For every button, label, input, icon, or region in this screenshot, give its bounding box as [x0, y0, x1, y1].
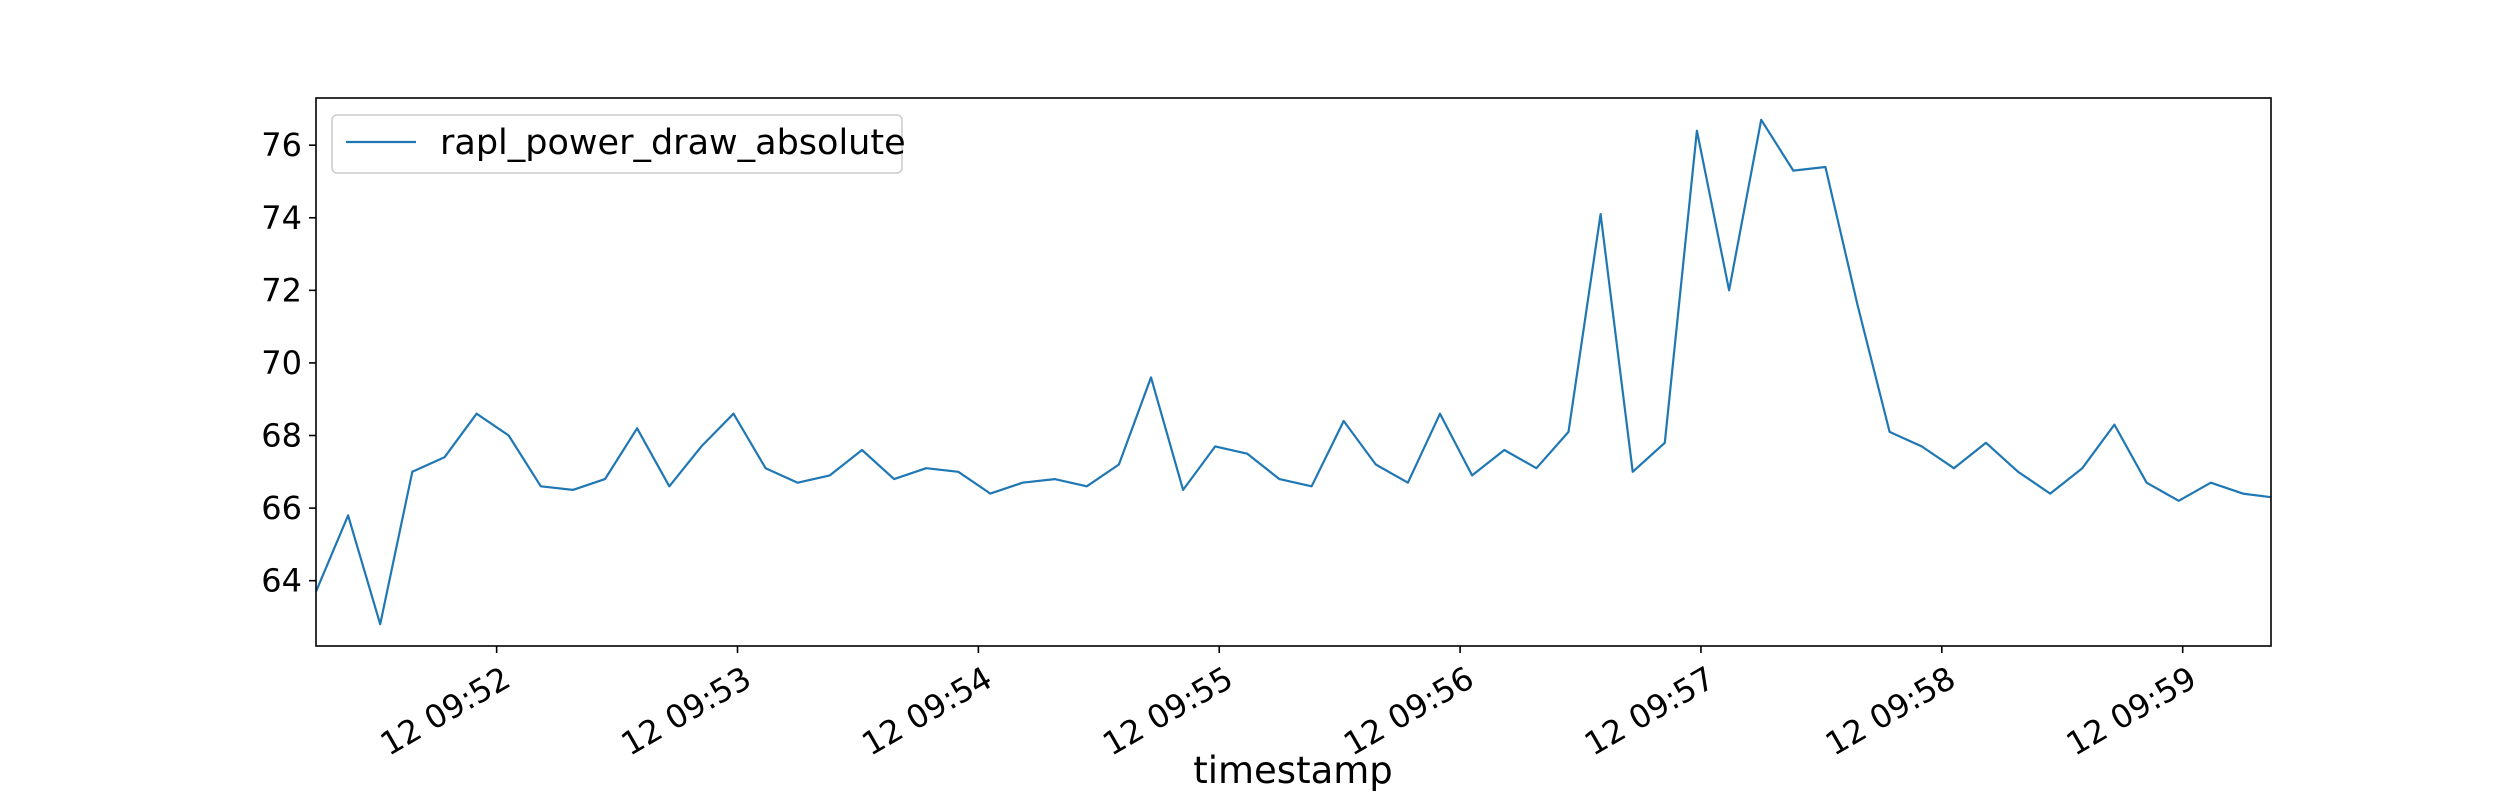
- legend-box: [331, 114, 903, 174]
- y-tick-label: 70: [261, 344, 302, 382]
- y-tick-label: 72: [261, 271, 302, 309]
- y-tick-label: 74: [261, 199, 302, 237]
- legend-label: rapl_power_draw_absolute: [440, 123, 906, 163]
- x-tick-label: 12 09:52: [374, 659, 517, 763]
- plot-area: [315, 97, 2272, 647]
- y-axis: 64 66 68 70 72 74 76: [261, 126, 316, 600]
- legend: rapl_power_draw_absolute: [331, 114, 906, 174]
- y-tick-label: 68: [261, 417, 302, 455]
- x-axis: 12 09:52 12 09:53 12 09:54 12 09:55 12 09:56…: [374, 646, 2203, 763]
- y-tick-label: 64: [261, 562, 302, 600]
- x-tick-label: 12 09:57: [1578, 659, 1721, 763]
- x-tick-label: 12 09:55: [1096, 659, 1239, 763]
- y-tick-label: 76: [261, 126, 302, 164]
- x-tick-label: 12 09:53: [615, 659, 758, 763]
- x-tick-label: 12 09:54: [855, 659, 998, 763]
- series-line-rapl_power_draw_absolute: [316, 118, 2271, 626]
- x-tick-label: 12 09:59: [2060, 659, 2203, 763]
- x-tick-label: 12 09:58: [1819, 659, 1962, 763]
- x-axis-label: timestamp: [1193, 749, 1393, 792]
- plot-frame: [315, 97, 2272, 647]
- y-tick-label: 66: [261, 489, 302, 527]
- x-tick-label: 12 09:56: [1337, 659, 1480, 763]
